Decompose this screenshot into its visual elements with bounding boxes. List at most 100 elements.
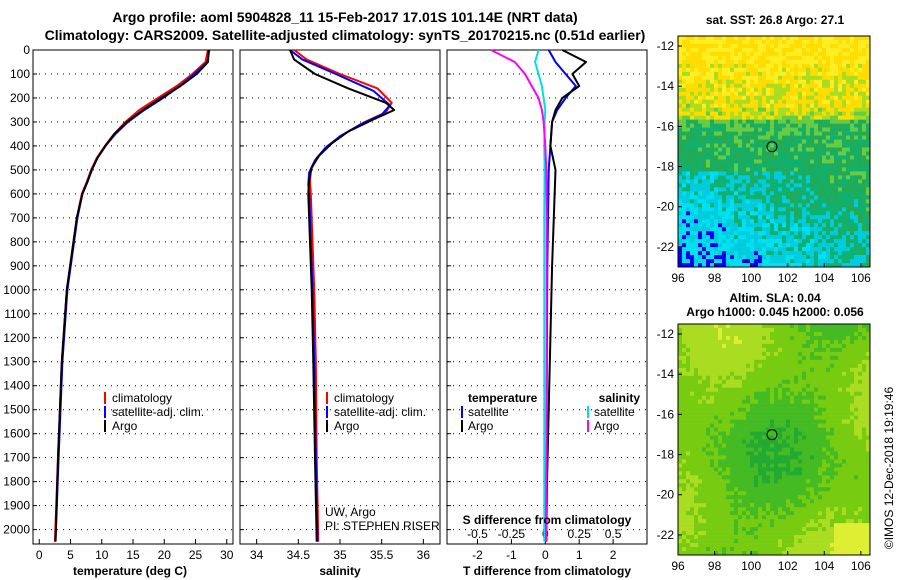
map-cell xyxy=(810,199,815,204)
map-cell xyxy=(678,111,683,116)
map-cell xyxy=(822,375,827,381)
map-cell xyxy=(742,471,747,476)
map-cell xyxy=(810,383,815,389)
map-cell xyxy=(854,155,859,160)
map-cell xyxy=(790,327,795,333)
map-cell xyxy=(690,71,695,77)
map-cell xyxy=(758,479,763,484)
map-cell xyxy=(738,483,743,488)
map-cell xyxy=(794,175,799,180)
map-cell xyxy=(866,219,871,224)
map-cell xyxy=(738,111,743,116)
temperature-lines xyxy=(53,49,211,542)
map-cell xyxy=(746,255,751,260)
map-cell xyxy=(846,387,851,392)
temperature-frame xyxy=(32,49,234,545)
map-cell xyxy=(762,471,767,476)
map-cell xyxy=(850,399,855,404)
map-cell xyxy=(726,483,731,488)
map-cell xyxy=(730,39,735,45)
map-cell xyxy=(754,163,759,168)
map-cell xyxy=(786,415,791,420)
map-cell xyxy=(754,159,759,164)
map-cell xyxy=(714,415,719,420)
map-cell xyxy=(686,324,691,329)
map-cell xyxy=(834,79,839,85)
map-cell xyxy=(866,39,871,45)
map-cell xyxy=(802,135,807,140)
map-cell xyxy=(802,235,807,240)
map-cell xyxy=(730,215,735,220)
map-cell xyxy=(742,159,747,164)
map-cell xyxy=(858,167,863,172)
map-cell xyxy=(810,67,815,73)
map-cell xyxy=(854,475,859,480)
map-cell xyxy=(742,383,747,389)
map-cell xyxy=(718,431,723,436)
map-cell xyxy=(694,479,699,484)
map-cell xyxy=(866,455,871,460)
map-cell xyxy=(846,451,851,456)
map-cell xyxy=(866,379,871,385)
map-cell xyxy=(806,455,811,460)
map-cell xyxy=(718,483,723,488)
map-cell xyxy=(826,203,831,208)
map-cell xyxy=(798,203,803,208)
map-cell xyxy=(726,331,731,337)
map-cell xyxy=(738,79,743,85)
map-cell xyxy=(678,363,683,369)
map-cell xyxy=(862,399,867,404)
temperature-panel: 0100200300400500600700800900100011001200… xyxy=(3,43,233,578)
map-cell xyxy=(718,251,723,256)
map-cell xyxy=(806,443,811,448)
map-cell xyxy=(770,159,775,164)
map-cell xyxy=(866,367,871,373)
map-cell xyxy=(818,411,823,416)
map-cell xyxy=(818,187,823,192)
map-cell xyxy=(774,219,779,224)
map-cell xyxy=(678,335,683,341)
map-cell xyxy=(858,211,863,216)
map-cell xyxy=(778,215,783,220)
map-cell xyxy=(786,355,791,361)
map-cell xyxy=(722,423,727,428)
map-cell xyxy=(766,155,771,160)
map-cell xyxy=(770,219,775,224)
map-cell xyxy=(798,167,803,172)
map-cell xyxy=(758,243,763,248)
map-cell xyxy=(754,263,759,268)
map-cell xyxy=(822,51,827,57)
map-cell xyxy=(822,259,827,264)
map-cell xyxy=(682,395,687,400)
map-cell xyxy=(858,119,863,124)
map-cell xyxy=(834,475,839,480)
map-cell xyxy=(694,451,699,456)
map-cell xyxy=(866,391,871,396)
map-cell xyxy=(694,251,699,256)
map-cell xyxy=(802,355,807,361)
map-cell xyxy=(798,383,803,389)
map-cell xyxy=(822,431,827,436)
map-cell xyxy=(710,411,715,416)
map-cell xyxy=(730,351,735,357)
map-cell xyxy=(842,371,847,377)
map-cell xyxy=(818,259,823,264)
map-cell xyxy=(722,447,727,452)
map-cell xyxy=(738,475,743,480)
map-cell xyxy=(726,335,731,341)
map-cell xyxy=(854,415,859,420)
map-cell xyxy=(838,107,843,112)
map-cell xyxy=(806,259,811,264)
map-cell xyxy=(842,324,847,329)
map-cell xyxy=(794,151,799,156)
map-cell xyxy=(842,59,847,65)
map-cell xyxy=(702,455,707,460)
map-cell xyxy=(846,379,851,385)
map-cell xyxy=(714,459,719,464)
map-cell xyxy=(794,83,799,89)
map-cell xyxy=(790,155,795,160)
map-cell xyxy=(710,211,715,216)
map-cell xyxy=(830,79,835,85)
map-cell xyxy=(770,259,775,264)
map-cell xyxy=(678,171,683,176)
